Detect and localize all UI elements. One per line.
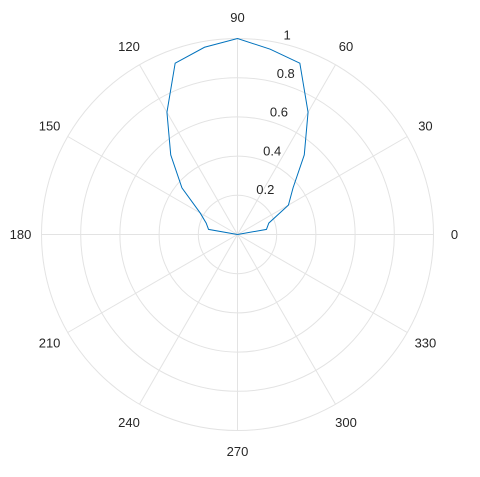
polar-grid (41, 38, 434, 431)
angle-tick-label: 0 (451, 227, 458, 242)
angle-tick-label: 90 (230, 10, 244, 25)
radius-tick-label: 0.2 (256, 182, 274, 197)
angle-tick-label: 240 (118, 415, 140, 430)
angular-grid-spoke (237, 136, 408, 235)
radius-tick-label: 0.4 (263, 143, 281, 158)
angle-tick-label: 180 (10, 227, 32, 242)
data-series (166, 37, 309, 235)
angular-grid-spoke (139, 64, 238, 235)
angular-grid-spoke (237, 234, 408, 333)
angle-tick-label: 120 (118, 39, 140, 54)
angular-grid-spoke (237, 64, 336, 235)
angle-tick-label: 30 (418, 119, 432, 134)
radius-tick-label: 1 (284, 27, 291, 42)
angle-tick-label: 150 (39, 119, 61, 134)
angle-tick-label: 210 (39, 336, 61, 351)
angle-tick-label: 300 (335, 415, 357, 430)
angle-tick-label: 60 (339, 39, 353, 54)
angular-grid-spoke (237, 234, 336, 405)
radius-tick-labels: 0.2 0.4 0.6 0.8 1 (256, 27, 294, 196)
angular-grid-spoke (67, 136, 238, 235)
angle-tick-label: 270 (227, 444, 249, 459)
angular-grid-spoke (67, 234, 238, 333)
radius-tick-label: 0.6 (270, 105, 288, 120)
angle-tick-label: 330 (415, 336, 437, 351)
series-line (166, 37, 309, 235)
angle-tick-labels: 0 30 60 90 120 150 180 210 240 270 300 330 (10, 10, 458, 459)
radius-tick-label: 0.8 (277, 66, 295, 81)
angular-grid-spoke (139, 234, 238, 405)
